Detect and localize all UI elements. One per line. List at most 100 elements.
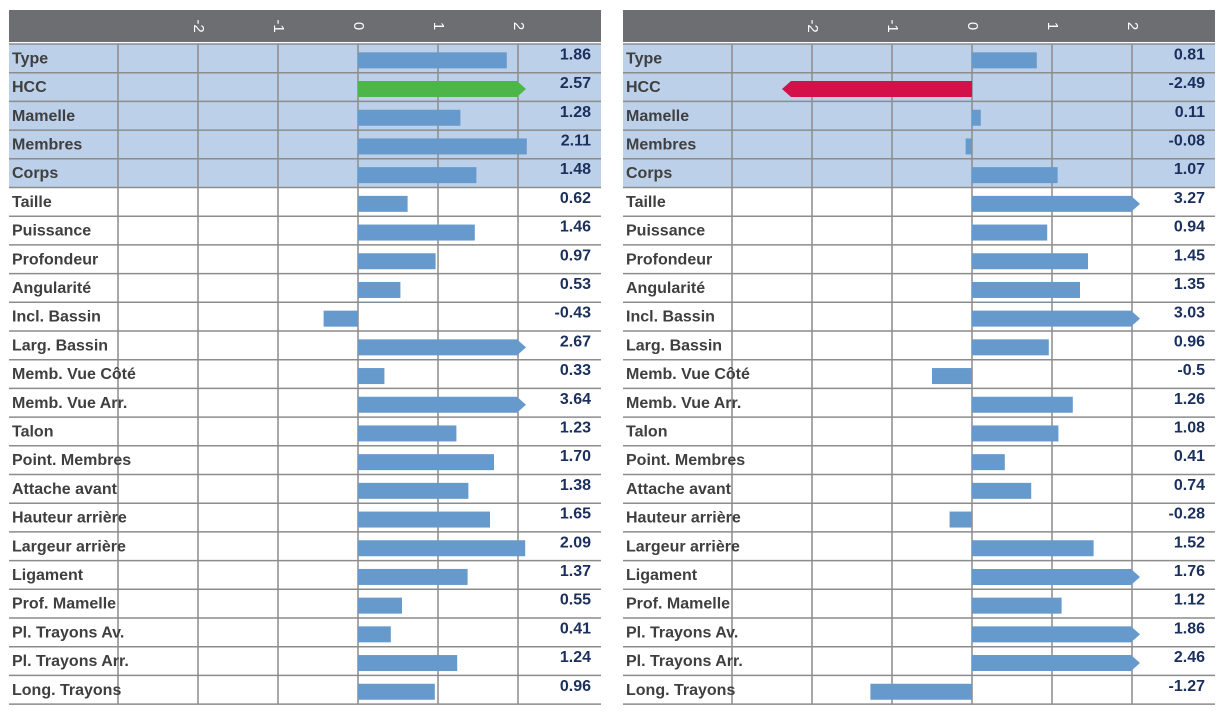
x-tick-label: 2	[1124, 22, 1141, 30]
category-label: Point. Membres	[626, 452, 745, 469]
value-label: 2.57	[560, 75, 591, 92]
value-label: 0.41	[1174, 448, 1205, 465]
bar	[972, 454, 1005, 471]
bar	[972, 281, 1080, 298]
value-label: 0.53	[560, 276, 591, 293]
value-label: 1.86	[1174, 620, 1205, 637]
category-label: Puissance	[12, 223, 91, 240]
value-label: 3.64	[560, 391, 591, 408]
value-label: 1.45	[1174, 247, 1205, 264]
value-label: -0.5	[1177, 362, 1205, 379]
bar	[972, 540, 1094, 557]
bar	[972, 626, 1140, 643]
bar	[358, 138, 527, 155]
value-label: -0.43	[555, 305, 592, 322]
category-label: Hauteur arrière	[12, 510, 127, 527]
value-label: 1.46	[560, 219, 591, 236]
category-label: Pl. Trayons Av.	[626, 624, 738, 641]
value-label: 1.28	[560, 104, 591, 121]
category-label: Membres	[626, 136, 696, 153]
value-label: 0.74	[1174, 477, 1205, 494]
category-label: Pl. Trayons Arr.	[626, 653, 743, 670]
value-label: 1.65	[560, 506, 591, 523]
category-label: Profondeur	[626, 251, 712, 268]
bar	[932, 368, 972, 385]
category-label: Incl. Bassin	[12, 309, 101, 326]
x-tick-label: 2	[510, 22, 527, 30]
category-label: Larg. Bassin	[626, 337, 722, 354]
value-label: 2.67	[560, 333, 591, 350]
bar	[782, 81, 972, 98]
value-label: 1.12	[1174, 592, 1205, 609]
value-label: 0.97	[560, 247, 591, 264]
category-label: Ligament	[12, 567, 84, 584]
category-label: Point. Membres	[12, 452, 131, 469]
bar	[358, 511, 490, 528]
value-label: 1.86	[560, 46, 591, 63]
bar	[972, 224, 1048, 241]
category-label: Attache avant	[626, 481, 732, 498]
bar	[870, 683, 972, 700]
bar	[358, 224, 475, 241]
bar	[972, 482, 1032, 499]
value-label: 0.33	[560, 362, 591, 379]
bar	[358, 281, 401, 298]
bar	[358, 339, 526, 356]
bar	[965, 138, 972, 155]
category-label: Mamelle	[12, 108, 75, 125]
bar	[358, 454, 494, 471]
value-label: 0.11	[1175, 104, 1205, 121]
value-label: 1.52	[1174, 534, 1205, 551]
value-label: 1.38	[560, 477, 591, 494]
value-label: 1.35	[1174, 276, 1205, 293]
category-label: Taille	[12, 194, 52, 211]
value-label: 1.48	[560, 161, 591, 178]
category-label: Ligament	[626, 567, 698, 584]
bar	[358, 626, 391, 643]
bar	[358, 52, 507, 69]
x-tick-label: -1	[884, 19, 901, 32]
category-label: Memb. Vue Côté	[626, 366, 750, 383]
value-label: 0.41	[560, 620, 591, 637]
category-label: Memb. Vue Arr.	[12, 395, 127, 412]
x-tick-label: -2	[190, 19, 207, 32]
bar	[972, 195, 1140, 212]
bar	[949, 511, 972, 528]
category-label: Pl. Trayons Arr.	[12, 653, 129, 670]
bar	[358, 683, 435, 700]
category-label: Incl. Bassin	[626, 309, 715, 326]
category-label: Mamelle	[626, 108, 689, 125]
value-label: 0.96	[560, 678, 591, 695]
category-label: Type	[12, 50, 48, 67]
bar	[972, 253, 1088, 270]
category-label: Largeur arrière	[626, 538, 740, 555]
bar	[972, 425, 1059, 442]
category-label: Angularité	[626, 280, 705, 297]
x-tick-label: -2	[804, 19, 821, 32]
bar	[972, 310, 1140, 327]
value-label: 1.08	[1174, 419, 1205, 436]
bar	[972, 655, 1140, 672]
value-label: 1.07	[1174, 161, 1205, 178]
category-label: Largeur arrière	[12, 538, 126, 555]
bar	[358, 109, 461, 126]
bar	[358, 597, 402, 614]
value-label: 2.09	[560, 534, 591, 551]
bar	[323, 310, 358, 327]
bar	[358, 253, 436, 270]
bar	[972, 109, 981, 126]
value-label: 0.62	[560, 190, 591, 207]
category-label: Corps	[626, 165, 672, 182]
highlight-band	[623, 44, 1215, 188]
category-label: Long. Trayons	[626, 682, 735, 699]
axis-header	[623, 10, 1215, 42]
x-tick-label: 1	[430, 22, 447, 30]
value-label: 2.11	[561, 132, 591, 149]
category-label: Corps	[12, 165, 58, 182]
category-label: Memb. Vue Côté	[12, 366, 136, 383]
category-label: Type	[626, 50, 662, 67]
value-label: 1.26	[1174, 391, 1205, 408]
bar	[972, 597, 1062, 614]
category-label: HCC	[626, 79, 661, 96]
